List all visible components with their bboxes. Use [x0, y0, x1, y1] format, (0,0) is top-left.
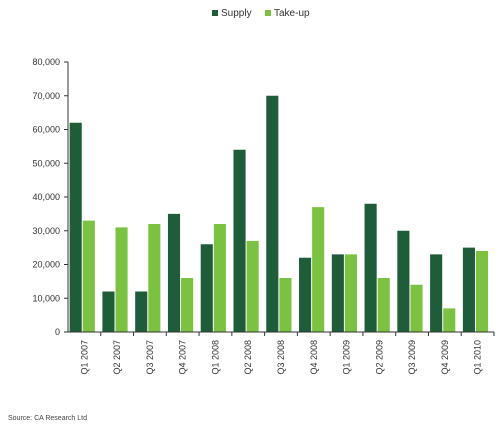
bar-supply [102, 291, 115, 332]
bar-take-up [279, 278, 292, 332]
bar-take-up [410, 284, 423, 332]
bar-take-up [475, 251, 489, 332]
bar-take-up [181, 278, 194, 332]
y-tick-label: 60,000 [32, 125, 60, 135]
bar-take-up [82, 220, 95, 332]
bar-supply [266, 95, 279, 332]
legend-label: Supply [221, 8, 252, 19]
y-tick-label: 50,000 [32, 158, 60, 168]
bar-take-up [344, 254, 358, 332]
x-tick-label: Q4 2009 [440, 340, 450, 375]
bar-take-up [115, 227, 128, 332]
y-tick-label: 10,000 [32, 293, 60, 303]
legend-swatch [212, 10, 218, 16]
y-tick-label: 80,000 [32, 57, 60, 67]
bar-supply [69, 122, 82, 332]
bar-supply [462, 247, 475, 332]
bar-supply [299, 257, 312, 332]
x-tick-label: Q1 2010 [473, 340, 483, 375]
bar-take-up [312, 207, 325, 332]
bar-supply [331, 254, 344, 332]
bars [69, 95, 489, 332]
y-tick-label: 20,000 [32, 260, 60, 270]
bar-supply [135, 291, 148, 332]
x-tick-label: Q2 2009 [374, 340, 384, 375]
y-tick-label: 30,000 [32, 226, 60, 236]
bar-supply [167, 213, 181, 332]
legend-swatch [265, 10, 271, 16]
x-axis: Q1 2007 Q2 2007 Q3 2007 Q4 2007 Q1 2008 Q2 20… [68, 331, 495, 375]
source-note: Source: CA Research Ltd [8, 415, 87, 422]
x-tick-label: Q4 2007 [178, 340, 188, 375]
x-tick-label: Q3 2008 [276, 340, 286, 375]
x-tick-label: Q2 2008 [243, 340, 253, 375]
legend-label: Take-up [274, 8, 310, 19]
legend: Supply Take-up [212, 8, 310, 19]
bar-take-up [213, 224, 226, 332]
y-tick-label: 0 [55, 327, 60, 337]
x-tick-label: Q1 2007 [79, 340, 89, 375]
y-tick-label: 40,000 [32, 192, 60, 202]
y-axis: 0 10,000 20,000 30,000 40,000 50,000 60,000 70,… [32, 57, 69, 337]
x-tick-label: Q4 2008 [309, 340, 319, 375]
x-tick-label: Q3 2009 [407, 340, 417, 375]
bar-take-up [443, 308, 456, 332]
x-tick-label: Q3 2007 [145, 340, 155, 375]
x-tick-label: Q2 2007 [112, 340, 122, 375]
bar-supply [233, 149, 246, 332]
bar-supply [430, 254, 443, 332]
y-tick-label: 70,000 [32, 91, 60, 101]
bar-supply [200, 244, 213, 332]
bar-supply [364, 203, 377, 332]
bar-take-up [246, 240, 259, 332]
bar-supply [397, 230, 410, 332]
x-tick-label: Q1 2008 [210, 340, 220, 375]
x-tick-label: Q1 2009 [342, 340, 352, 375]
bar-take-up [377, 278, 390, 332]
bar-take-up [148, 224, 161, 332]
